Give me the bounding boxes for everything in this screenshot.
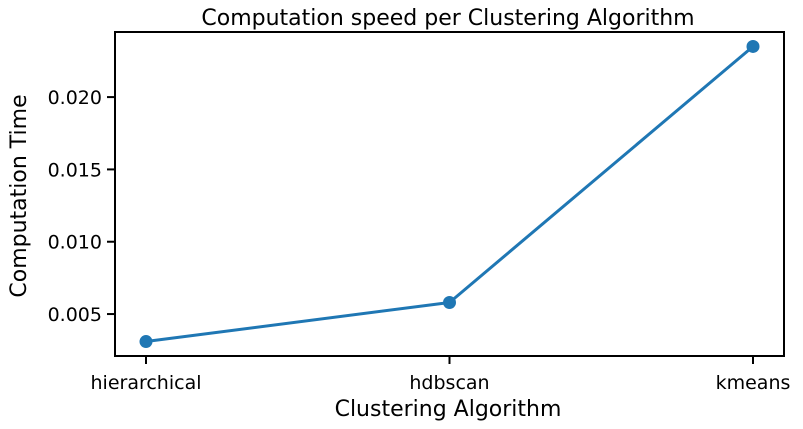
x-tick-label: hdbscan: [409, 372, 489, 394]
x-tick-label: hierarchical: [91, 372, 202, 394]
x-axis-label: Clustering Algorithm: [335, 397, 562, 422]
x-axis: hierarchical hdbscan kmeans: [91, 356, 791, 394]
y-tick-label: 0.020: [48, 87, 102, 109]
y-axis: 0.005 0.010 0.015 0.020: [48, 87, 115, 326]
series-layer: [139, 39, 760, 349]
y-axis-label: Computation Time: [7, 94, 32, 297]
plot-area: 0.005 0.010 0.015 0.020 hierarchical hdbscan…: [48, 31, 791, 394]
x-tick-label: kmeans: [716, 372, 791, 394]
data-point: [139, 335, 153, 349]
data-point: [746, 39, 760, 53]
y-tick-label: 0.005: [48, 304, 102, 326]
y-tick-label: 0.015: [48, 159, 102, 181]
chart-title: Computation speed per Clustering Algorit…: [201, 6, 694, 31]
y-tick-label: 0.010: [48, 232, 102, 254]
data-point: [443, 295, 456, 309]
